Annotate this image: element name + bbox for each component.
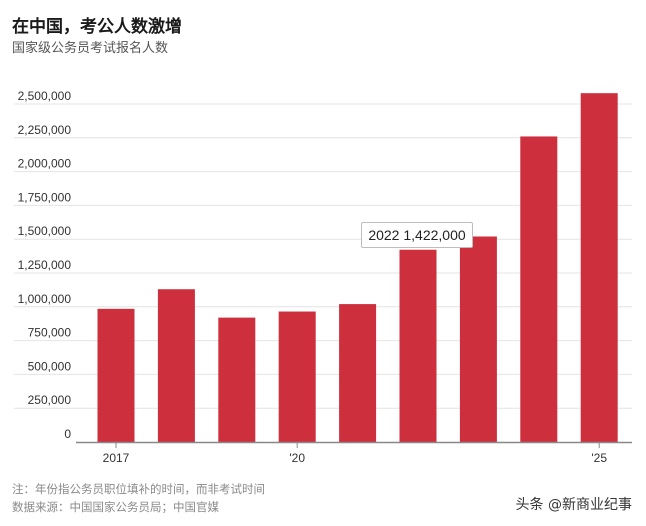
bars bbox=[97, 93, 618, 443]
chart-title: 在中国，考公人数激增 bbox=[12, 17, 182, 37]
bar-2023 bbox=[459, 236, 497, 442]
watermark: 头条 @新商业纪事 bbox=[515, 497, 632, 513]
source-note: 数据来源：中国国家公务员局；中国官媒 bbox=[12, 500, 219, 514]
bar-2025 bbox=[580, 93, 618, 443]
x-tick-label: 2017 bbox=[103, 451, 130, 465]
data-tooltip: 2022 1,422,000 bbox=[361, 222, 473, 248]
y-tick-label: 1,500,000 bbox=[18, 224, 72, 238]
y-tick-label: 1,000,000 bbox=[18, 292, 72, 306]
axes bbox=[76, 441, 632, 448]
y-tick-label: 2,000,000 bbox=[18, 157, 72, 171]
bar-2024 bbox=[520, 136, 558, 442]
y-tick-label: 500,000 bbox=[28, 359, 72, 373]
x-tick-label: '25 bbox=[591, 451, 607, 465]
x-tick-labels: 2017 '20 '25 bbox=[103, 451, 608, 465]
y-tick-label: 2,500,000 bbox=[18, 89, 72, 103]
y-tick-label: 250,000 bbox=[28, 393, 72, 407]
bar-2017 bbox=[97, 308, 135, 442]
y-tick-label: 2,250,000 bbox=[18, 123, 72, 137]
y-tick-label: 1,250,000 bbox=[18, 258, 72, 272]
footnote: 注：年份指公务员职位填补的时间，而非考试时间 bbox=[12, 482, 265, 496]
y-tick-label: 1,750,000 bbox=[18, 190, 72, 204]
y-tick-label: 0 bbox=[64, 427, 71, 441]
x-tick-label: '20 bbox=[289, 451, 305, 465]
bar-2022 bbox=[399, 249, 437, 442]
chart-subtitle: 国家级公务员考试报名人数 bbox=[12, 41, 169, 56]
bar-2021 bbox=[339, 304, 377, 442]
y-tick-labels: 0 250,000 500,000 750,000 1,000,000 1,250,000… bbox=[18, 89, 72, 441]
y-tick-label: 750,000 bbox=[28, 326, 72, 340]
bar-2018 bbox=[157, 289, 195, 442]
bar-2020 bbox=[278, 311, 316, 442]
bar-2019 bbox=[218, 317, 256, 442]
